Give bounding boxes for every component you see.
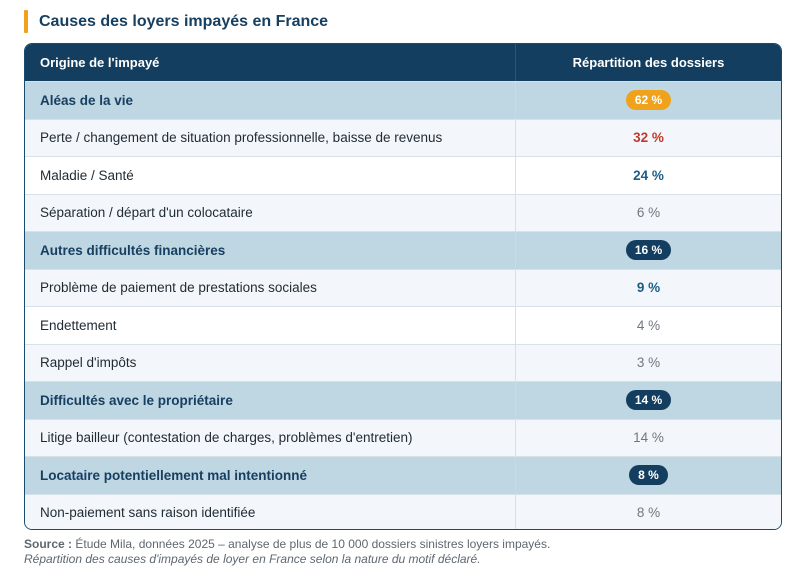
category-label: Difficultés avec le propriétaire bbox=[25, 382, 516, 419]
share-badge: 14 % bbox=[625, 390, 672, 411]
causes-table: Origine de l'impayé Répartition des doss… bbox=[24, 43, 782, 530]
share-cell: 9 % bbox=[516, 270, 781, 307]
cause-label: Litige bailleur (contestation de charges… bbox=[25, 419, 516, 456]
table-row: Litige bailleur (contestation de charges… bbox=[25, 418, 781, 457]
page-title: Causes des loyers impayés en France bbox=[39, 12, 329, 30]
cause-label: Non-paiement sans raison identifiée bbox=[25, 494, 516, 529]
cause-label: Endettement bbox=[25, 307, 516, 344]
table-row: Séparation / départ d'un colocataire 6 % bbox=[25, 193, 781, 232]
share-badge: 62 % bbox=[625, 90, 672, 111]
table-row: Rappel d'impôts 3 % bbox=[25, 343, 781, 382]
table-row: Problème de paiement de prestations soci… bbox=[25, 268, 781, 307]
cause-label: Problème de paiement de prestations soci… bbox=[25, 269, 516, 306]
category-label: Locataire potentiellement mal intentionn… bbox=[25, 457, 516, 494]
share-cell: 14 % bbox=[516, 420, 781, 457]
share-cell: 4 % bbox=[516, 307, 781, 344]
table-row: Maladie / Santé 24 % bbox=[25, 156, 781, 194]
share-cell: 16 % bbox=[516, 232, 781, 269]
table-row: Non-paiement sans raison identifiée 8 % bbox=[25, 493, 781, 530]
page-title-block: Causes des loyers impayés en France bbox=[24, 10, 328, 33]
share-value: 6 % bbox=[636, 205, 661, 221]
category-row: Autres difficultés financières 16 % bbox=[25, 231, 781, 269]
share-value: 4 % bbox=[636, 317, 661, 333]
category-row: Aléas de la vie 62 % bbox=[25, 81, 781, 119]
share-cell: 3 % bbox=[516, 345, 781, 382]
share-cell: 8 % bbox=[516, 457, 781, 494]
table-header-row: Origine de l'impayé Répartition des doss… bbox=[25, 44, 781, 81]
cause-label: Rappel d'impôts bbox=[25, 344, 516, 381]
category-row: Difficultés avec le propriétaire 14 % bbox=[25, 381, 781, 419]
category-label: Aléas de la vie bbox=[25, 82, 516, 119]
category-row: Locataire potentiellement mal intentionn… bbox=[25, 456, 781, 494]
source-text: Étude Mila, données 2025 – analyse de pl… bbox=[75, 537, 551, 551]
table-row: Endettement 4 % bbox=[25, 306, 781, 344]
share-value: 8 % bbox=[636, 505, 661, 521]
cause-label: Perte / changement de situation professi… bbox=[25, 119, 516, 156]
cause-label: Maladie / Santé bbox=[25, 157, 516, 194]
share-value: 32 % bbox=[633, 130, 664, 146]
header-origin: Origine de l'impayé bbox=[25, 44, 516, 81]
share-value: 3 % bbox=[636, 355, 661, 371]
share-cell: 6 % bbox=[516, 195, 781, 232]
header-share: Répartition des dossiers bbox=[572, 55, 725, 70]
table-body: Aléas de la vie 62 % Perte / changement de… bbox=[25, 81, 781, 530]
category-label: Autres difficultés financières bbox=[25, 232, 516, 269]
share-value: 14 % bbox=[633, 430, 664, 446]
source-caption: Répartition des causes d'impayés de loye… bbox=[24, 552, 481, 566]
source-line: Source : Étude Mila, données 2025 – anal… bbox=[24, 537, 550, 552]
share-cell: 24 % bbox=[516, 157, 781, 194]
share-value: 9 % bbox=[636, 280, 661, 296]
share-badge: 8 % bbox=[629, 465, 668, 486]
share-cell: 8 % bbox=[516, 495, 781, 530]
cause-label: Séparation / départ d'un colocataire bbox=[25, 194, 516, 231]
share-cell: 62 % bbox=[516, 82, 781, 119]
share-cell: 32 % bbox=[516, 120, 781, 157]
source-label: Source : bbox=[24, 537, 73, 551]
source-note: Source : Étude Mila, données 2025 – anal… bbox=[24, 537, 550, 567]
share-cell: 14 % bbox=[516, 382, 781, 419]
table-row: Perte / changement de situation professi… bbox=[25, 118, 781, 157]
share-value: 24 % bbox=[633, 167, 664, 183]
title-accent-bar bbox=[24, 10, 28, 33]
share-badge: 16 % bbox=[625, 240, 672, 261]
